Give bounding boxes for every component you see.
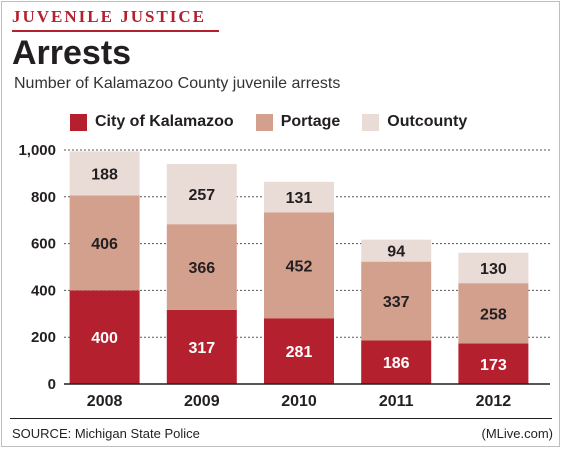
bar-segment: [458, 283, 529, 344]
y-tick-label: 0: [48, 376, 56, 393]
data-label: 400: [91, 330, 118, 347]
bar-segment: [166, 224, 237, 310]
chart-title: Arrests: [12, 34, 132, 72]
data-label: 452: [286, 258, 313, 275]
data-label: 186: [383, 355, 410, 372]
data-label: 258: [480, 306, 507, 323]
data-label: 257: [188, 187, 215, 204]
bar-segment: [166, 309, 237, 384]
bar-segment: [361, 340, 432, 384]
legend-swatch-portage: [255, 113, 273, 131]
bar-segment: [264, 181, 334, 213]
kicker: JUVENILE JUSTICE: [12, 7, 207, 26]
legend-swatch-outcounty: [362, 113, 380, 131]
data-label: 337: [383, 294, 410, 311]
x-tick-label: 2010: [281, 393, 317, 410]
data-label: 188: [91, 166, 118, 183]
y-tick-label: 400: [31, 282, 56, 299]
x-tick-label: 2008: [87, 393, 123, 410]
data-label: 366: [188, 260, 215, 277]
legend: City of Kalamazoo Portage Outcounty: [70, 110, 489, 134]
bar-segment: [458, 343, 529, 384]
x-tick-label: 2012: [476, 393, 512, 410]
y-tick-label: 200: [31, 329, 56, 346]
y-tick-label: 800: [31, 189, 56, 206]
data-label: 281: [286, 344, 313, 361]
legend-item-portage: Portage: [255, 113, 341, 131]
legend-label-outcounty: Outcounty: [387, 113, 468, 130]
data-label: 317: [188, 340, 215, 357]
data-label: 130: [480, 261, 507, 278]
data-label: 406: [91, 236, 118, 253]
bar-segment: [69, 151, 140, 196]
bar-segment: [264, 318, 334, 384]
data-label: 94: [387, 244, 405, 261]
y-tick-label: 1,000: [18, 142, 56, 159]
bar-segment: [361, 239, 432, 262]
credit-note: (MLive.com): [481, 426, 553, 441]
bar-segment: [458, 252, 529, 284]
bar-segment: [166, 164, 237, 225]
x-tick-label: 2009: [184, 393, 220, 410]
legend-item-outcounty: Outcounty: [362, 113, 467, 131]
legend-swatch-city: [70, 113, 87, 131]
chart-subtitle: Number of Kalamazoo County juvenile arre…: [14, 75, 341, 92]
y-tick-label: 600: [31, 236, 56, 253]
data-label: 173: [480, 357, 507, 374]
bar-segment: [69, 290, 140, 384]
kicker-rule: [12, 30, 219, 32]
source-rule: [10, 418, 552, 419]
legend-label-portage: Portage: [280, 113, 341, 130]
source-note: SOURCE: Michigan State Police: [12, 426, 200, 441]
x-tick-label: 2011: [379, 393, 414, 410]
bar-segment: [264, 212, 334, 319]
legend-label-city: City of Kalamazoo: [95, 113, 234, 130]
bar-segment: [361, 261, 432, 341]
bar-segment: [69, 195, 140, 291]
legend-item-city: City of Kalamazoo: [70, 113, 234, 131]
data-label: 131: [286, 190, 313, 207]
